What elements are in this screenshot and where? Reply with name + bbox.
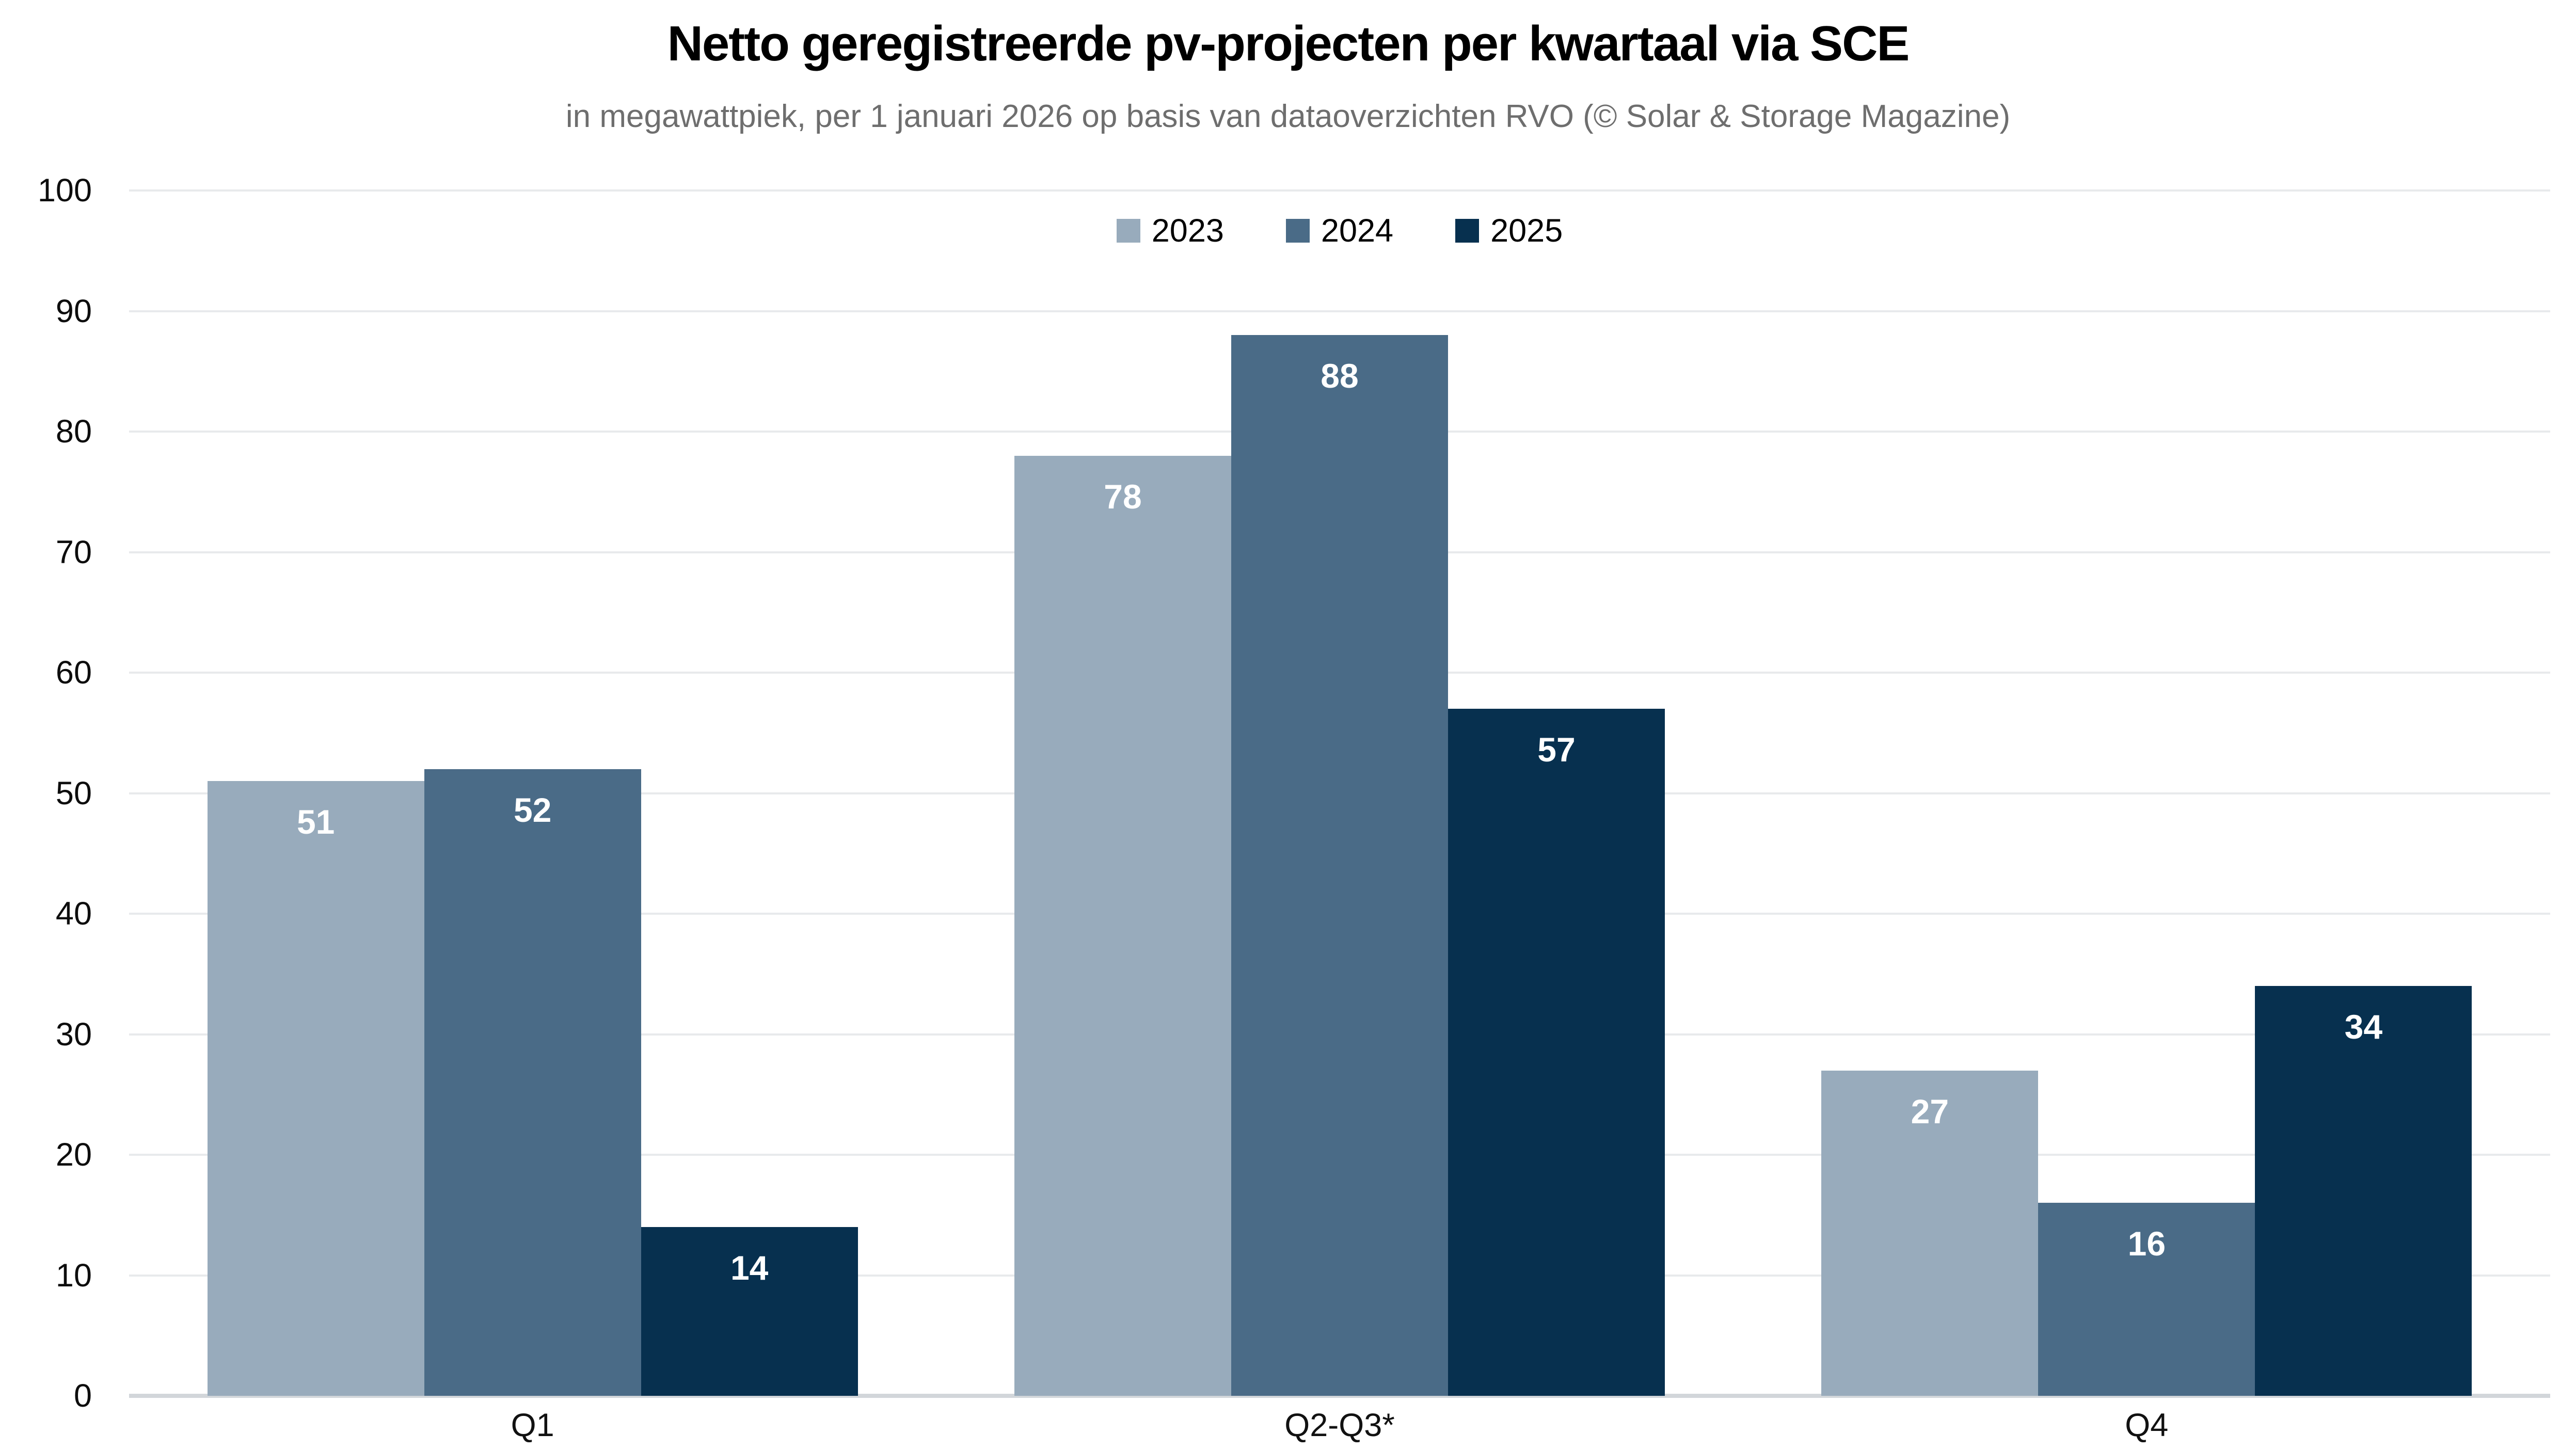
bar-2025-Q2-Q3*: 57 (1448, 709, 1665, 1396)
legend-item-2023: 2023 (1116, 212, 1224, 249)
y-tick-label: 60 (55, 655, 92, 691)
bar-value-label: 16 (2127, 1224, 2166, 1263)
bar-group: 51 52 14 (207, 190, 858, 1396)
x-axis: Q1 Q2-Q3* Q4 (129, 1400, 2550, 1449)
gridline (129, 310, 2550, 312)
chart-subtitle: in megawattpiek, per 1 januari 2026 op b… (565, 99, 2011, 134)
bar-2023-Q1: 51 (207, 781, 424, 1396)
x-category-label: Q2-Q3* (1284, 1407, 1395, 1443)
y-tick-label: 0 (73, 1378, 92, 1414)
legend-item-2025: 2025 (1455, 212, 1563, 249)
bar-group: 27 16 34 (1821, 190, 2472, 1396)
plot-area: 51 52 14 78 88 57 27 16 34 (129, 189, 2550, 1398)
bar-value-label: 27 (1911, 1092, 1949, 1130)
bar-value-label: 88 (1321, 357, 1359, 395)
legend-label: 2023 (1151, 212, 1224, 249)
bar-value-label: 14 (730, 1249, 769, 1287)
x-category-label: Q4 (2125, 1407, 2169, 1443)
x-axis-baseline (129, 1394, 2550, 1398)
bar-2025-Q1: 14 (641, 1227, 858, 1396)
y-tick-label: 10 (55, 1257, 92, 1294)
bar-2025-Q4: 34 (2255, 986, 2472, 1396)
chart-title: Netto geregistreerde pv-projecten per kw… (667, 16, 1910, 71)
y-tick-label: 30 (55, 1016, 92, 1053)
legend-swatch (1285, 219, 1310, 243)
bar-2024-Q1: 52 (424, 769, 641, 1396)
legend-label: 2025 (1490, 212, 1563, 249)
y-tick-label: 50 (55, 775, 92, 811)
legend-label: 2024 (1321, 212, 1394, 249)
bar-value-label: 51 (296, 803, 335, 841)
legend-item-2024: 2024 (1285, 212, 1394, 249)
legend: 2023 2024 2025 (129, 208, 2550, 254)
bar-2023-Q4: 27 (1821, 1070, 2039, 1396)
bar-2024-Q2-Q3*: 88 (1231, 335, 1448, 1396)
legend-swatch (1455, 219, 1480, 243)
y-axis: 0 10 20 30 40 50 60 70 80 90 100 (0, 172, 92, 1414)
y-tick-label: 20 (55, 1137, 92, 1173)
legend-swatch (1116, 219, 1140, 243)
bar-value-label: 78 (1104, 477, 1142, 516)
gridline (129, 189, 2550, 192)
bar-2023-Q2-Q3*: 78 (1014, 455, 1231, 1396)
y-tick-label: 90 (55, 293, 92, 329)
y-tick-label: 70 (55, 534, 92, 570)
bar-2024-Q4: 16 (2038, 1203, 2255, 1396)
y-tick-label: 80 (55, 413, 92, 450)
bar-value-label: 34 (2344, 1008, 2383, 1046)
bar-group: 78 88 57 (1014, 190, 1665, 1396)
bar-value-label: 57 (1537, 730, 1576, 769)
x-category-label: Q1 (511, 1407, 554, 1443)
bar-value-label: 52 (513, 790, 552, 829)
y-tick-label: 100 (37, 172, 92, 209)
y-tick-label: 40 (55, 896, 92, 932)
